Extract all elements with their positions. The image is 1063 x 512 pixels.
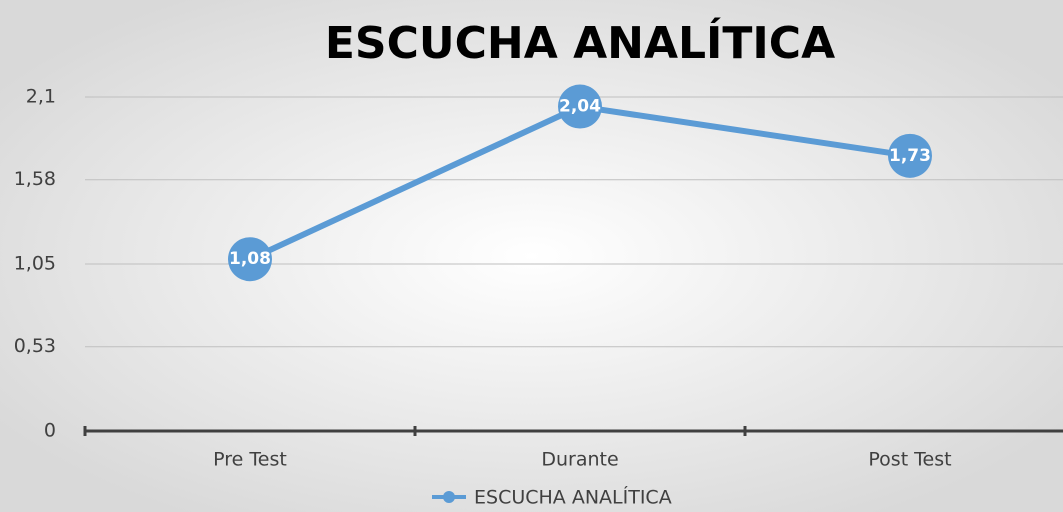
marker xyxy=(888,133,932,178)
legend-label: ESCUCHA ANALÍTICA xyxy=(474,486,672,509)
y-tick-label: 2,1 xyxy=(26,86,56,108)
y-tick-label: 1,05 xyxy=(14,253,56,275)
data-label: 2,04 xyxy=(559,97,601,117)
data-label: 1,73 xyxy=(889,146,931,166)
marker xyxy=(558,84,602,129)
marker xyxy=(228,237,272,282)
y-tick-label: 0,53 xyxy=(14,335,56,357)
x-tick-label: Pre Test xyxy=(213,449,287,471)
y-tick-label: 1,58 xyxy=(14,168,56,190)
chart-title: ESCUCHA ANALÍTICA xyxy=(325,16,835,69)
y-tick-label: 0 xyxy=(44,420,56,442)
legend-marker xyxy=(443,491,455,503)
x-tick-label: Post Test xyxy=(868,449,951,471)
x-tick-label: Durante xyxy=(541,449,618,471)
data-label: 1,08 xyxy=(229,249,271,269)
